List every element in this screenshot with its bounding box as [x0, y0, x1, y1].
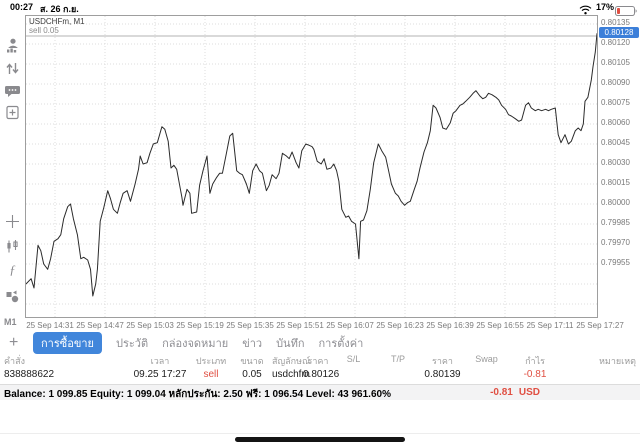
price-axis-label: 0.79985 [601, 218, 630, 227]
account-summary-text: Balance: 1 099.85 Equity: 1 099.04 หลักป… [4, 389, 391, 400]
chart-symbol-label: USDCHFm, M1 [29, 17, 85, 26]
price-axis-label: 0.80120 [601, 38, 630, 47]
timeframe-button[interactable]: M1 [4, 317, 17, 327]
tab-item-1[interactable]: ประวัติ [115, 338, 149, 350]
column-header: T/P [390, 354, 405, 364]
cell: 09.25 17:27 [133, 369, 187, 380]
account-summary-bar: Balance: 1 099.85 Equity: 1 099.04 หลักป… [0, 384, 640, 400]
column-header: สัญลักษณ์ [272, 356, 311, 366]
tab-bar: + การซื้อขาย ประวัติ กล่องจดหมาย ข่าว บันทึก… [0, 332, 640, 354]
tab-item-3[interactable]: ข่าว [242, 338, 263, 350]
price-axis-label: 0.79955 [601, 258, 630, 267]
cell: 0.05 [242, 369, 262, 380]
column-header: ราคา [307, 356, 329, 366]
status-bar: 00:27 ส. 26 ก.ย. 17% [0, 0, 640, 16]
column-header: ราคา [432, 356, 453, 366]
status-date: ส. 26 ก.ย. [40, 4, 79, 14]
bottom-divider [0, 433, 640, 434]
price-axis-label: 0.80000 [601, 198, 630, 207]
positions-table-row[interactable]: 838888622 09.25 17:27 sell 0.05 usdchfm 0.801… [0, 367, 640, 384]
indicators-icon[interactable]: ƒ [9, 262, 16, 277]
price-axis-label: 0.80135 [601, 18, 630, 27]
floating-profit: -0.81 USD [484, 387, 540, 398]
buy-sell-arrows-icon[interactable] [4, 60, 21, 77]
time-axis-label: 25 Sep 16:55 [476, 321, 524, 330]
time-axis-label: 25 Sep 16:07 [326, 321, 374, 330]
profit-currency: USD [518, 387, 540, 398]
column-header: ขนาด [240, 356, 264, 366]
battery-percent: 17% [595, 2, 614, 12]
time-axis-label: 25 Sep 16:23 [376, 321, 424, 330]
crosshair-icon[interactable] [4, 213, 21, 230]
time-axis-label: 25 Sep 16:39 [426, 321, 474, 330]
chart-style-candles-icon[interactable] [4, 238, 21, 255]
new-order-plus-button[interactable]: + [9, 334, 19, 351]
price-axis-label: 0.80060 [601, 118, 630, 127]
column-header: กำไร [525, 356, 545, 366]
cell: -0.81 [523, 369, 547, 380]
tab-item-2[interactable]: กล่องจดหมาย [162, 338, 229, 350]
chart-side-toolbar: ƒ M1 [0, 15, 25, 333]
price-chart[interactable] [25, 15, 598, 318]
time-axis-label: 25 Sep 15:35 [226, 321, 274, 330]
column-header: ประเภท [195, 356, 227, 366]
time-axis-label: 25 Sep 17:11 [526, 321, 574, 330]
price-axis-label: 0.80075 [601, 98, 630, 107]
tab-item-0[interactable]: การซื้อขาย [33, 332, 102, 354]
price-axis-label: 0.80105 [601, 58, 630, 67]
profit-value: -0.81 [490, 387, 513, 398]
time-axis-label: 25 Sep 14:31 [26, 321, 74, 330]
price-axis-label: 0.80090 [601, 78, 630, 87]
time-axis-label: 25 Sep 15:51 [276, 321, 324, 330]
battery-icon [615, 3, 637, 21]
tab-item-5[interactable]: การตั้งค่า [318, 338, 364, 350]
wifi-icon [579, 2, 592, 20]
new-order-icon[interactable] [4, 104, 21, 121]
price-axis-label: 0.80015 [601, 178, 630, 187]
column-header: คำสั่ง [4, 356, 25, 366]
time-axis-label: 25 Sep 14:47 [76, 321, 124, 330]
cell: 0.80126 [303, 369, 340, 380]
tab-list: การซื้อขาย ประวัติ กล่องจดหมาย ข่าว บันทึก กา… [33, 332, 364, 354]
clock-time: 00:27 [10, 2, 34, 12]
positions-table-header: คำสั่ง เวลา ประเภท ขนาด สัญลักษณ์ ราคา S/L T/P ร… [0, 352, 640, 367]
cell: 838888622 [4, 369, 55, 380]
open-position-label: sell 0.05 [29, 26, 59, 35]
time-axis-label: 25 Sep 17:27 [576, 321, 624, 330]
cell: 0.80139 [424, 369, 461, 380]
tab-item-4[interactable]: บันทึก [276, 338, 305, 350]
price-axis-label: 0.80045 [601, 138, 630, 147]
column-header: S/L [346, 354, 361, 364]
chart-canvas[interactable] [26, 16, 597, 317]
price-axis-label: 0.79970 [601, 238, 630, 247]
chat-icon[interactable] [4, 83, 21, 100]
column-header: เวลา [150, 356, 170, 366]
home-indicator[interactable] [235, 437, 405, 442]
column-header: หมายเหตุ [598, 356, 636, 366]
trade-account-icon[interactable] [4, 37, 21, 54]
price-axis-label: 0.80030 [601, 158, 630, 167]
cell: sell [203, 369, 219, 380]
objects-icon[interactable] [4, 288, 21, 305]
column-header: Swap [475, 354, 498, 364]
current-price-badge: 0.80128 [599, 26, 639, 38]
cell: usdchfm [272, 369, 310, 380]
time-axis-label: 25 Sep 15:19 [176, 321, 224, 330]
time-axis-label: 25 Sep 15:03 [126, 321, 174, 330]
